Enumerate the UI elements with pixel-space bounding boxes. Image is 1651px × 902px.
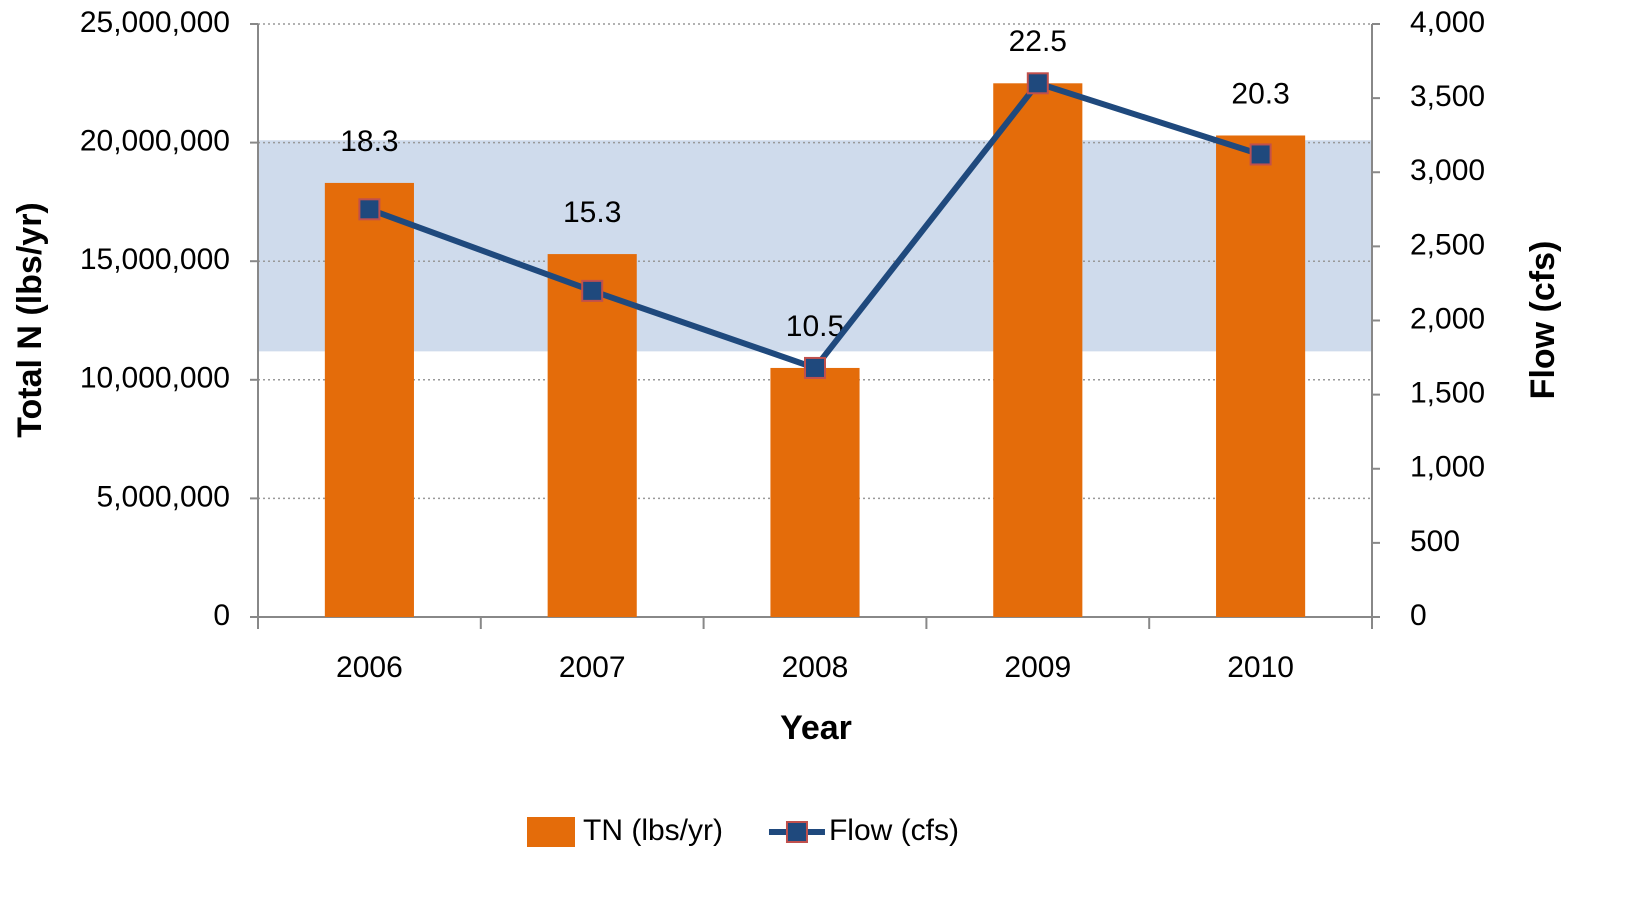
y2-tick-label: 2,000 [1410, 302, 1485, 335]
x-tick-label: 2006 [336, 651, 403, 684]
x-tick-label: 2007 [559, 651, 626, 684]
data-label: 22.5 [1009, 25, 1067, 58]
x-axis-title: Year [780, 709, 852, 747]
marker [1026, 72, 1049, 95]
marker [804, 356, 826, 379]
marker [581, 279, 604, 302]
shaded-range [258, 140, 1372, 352]
marker [1249, 143, 1272, 166]
y-tick-label: 25,000,000 [80, 6, 230, 39]
y2-tick-label: 3,000 [1410, 154, 1485, 187]
y-tick-label: 0 [213, 599, 230, 632]
y2-axis-title: Flow (cfs) [1524, 241, 1562, 400]
legend-swatch [527, 817, 575, 847]
legend-label: TN (lbs/yr) [583, 814, 723, 847]
bar [1216, 135, 1306, 617]
y2-tick-label: 1,000 [1410, 451, 1485, 484]
data-label: 18.3 [340, 125, 398, 158]
y2-tick-label: 4,000 [1410, 6, 1485, 39]
y-tick-label: 5,000,000 [97, 480, 230, 513]
data-label: 20.3 [1231, 77, 1289, 110]
y-tick-label: 15,000,000 [80, 243, 230, 276]
y-tick-label: 10,000,000 [80, 362, 230, 395]
y2-tick-label: 2,500 [1410, 228, 1485, 261]
y2-tick-label: 0 [1410, 599, 1427, 632]
y2-tick-label: 500 [1410, 525, 1460, 558]
x-tick-label: 2008 [782, 651, 849, 684]
bar [324, 182, 414, 617]
marker [358, 198, 381, 221]
y-tick-label: 20,000,000 [80, 125, 230, 158]
x-tick-label: 2010 [1227, 651, 1294, 684]
bar [993, 83, 1083, 618]
legend-marker [785, 821, 808, 843]
y-axis-title: Total N (lbs/yr) [11, 202, 49, 438]
bar [547, 254, 637, 618]
y2-tick-label: 1,500 [1410, 377, 1485, 410]
x-tick-label: 2009 [1004, 651, 1071, 684]
legend-label: Flow (cfs) [829, 814, 959, 847]
y2-tick-label: 3,500 [1410, 80, 1485, 113]
bar [770, 367, 860, 617]
data-label: 15.3 [563, 196, 621, 229]
data-label: 10.5 [786, 310, 844, 343]
